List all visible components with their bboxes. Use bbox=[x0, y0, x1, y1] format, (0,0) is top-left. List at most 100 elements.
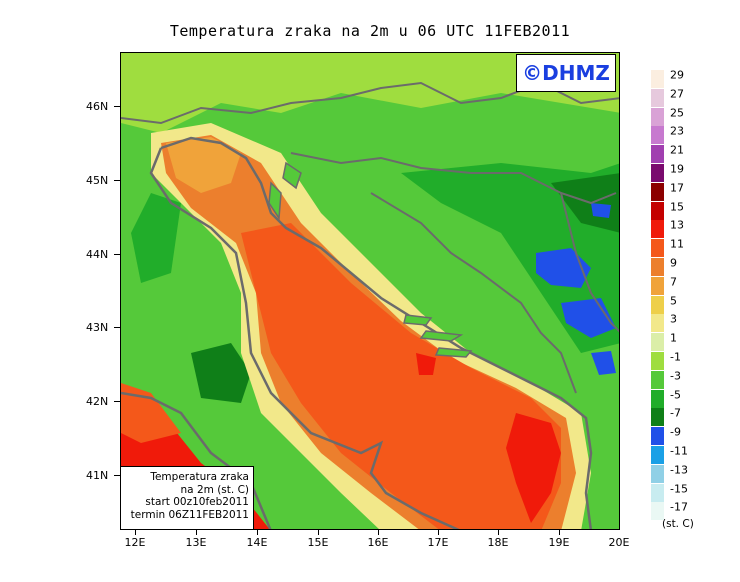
legend-swatch bbox=[651, 446, 664, 464]
lon-tick bbox=[378, 530, 379, 535]
coastline bbox=[160, 136, 593, 529]
lon-label: 18E bbox=[487, 536, 509, 549]
legend-swatch bbox=[651, 258, 664, 276]
legend-label: -13 bbox=[670, 463, 688, 477]
lon-label: 14E bbox=[246, 536, 268, 549]
info-line-1: Temperatura zraka bbox=[150, 471, 249, 483]
lon-label: 19E bbox=[548, 536, 570, 549]
lon-tick bbox=[559, 530, 560, 535]
legend-label: 27 bbox=[670, 87, 684, 101]
info-line-3: start 00z10feb2011 bbox=[145, 496, 249, 508]
legend-label: 5 bbox=[670, 294, 677, 308]
lat-tick bbox=[114, 475, 120, 476]
lon-tick bbox=[498, 530, 499, 535]
legend-label: 21 bbox=[670, 143, 684, 157]
border-croatia-bosnia bbox=[290, 152, 617, 205]
temperature-map bbox=[120, 52, 620, 530]
lat-tick bbox=[114, 254, 120, 255]
legend-label: 11 bbox=[670, 237, 684, 251]
legend-swatch bbox=[651, 70, 664, 88]
legend-swatch bbox=[651, 182, 664, 201]
legend-swatch bbox=[651, 464, 664, 483]
island-hvar bbox=[419, 330, 464, 342]
legend-label: -11 bbox=[670, 444, 688, 458]
border-east bbox=[560, 192, 619, 333]
lon-label: 15E bbox=[307, 536, 329, 549]
temperature-field bbox=[121, 53, 619, 529]
info-line-2: na 2m (st. C) bbox=[180, 483, 249, 496]
legend-label: 15 bbox=[670, 200, 684, 214]
hot-spot-south bbox=[506, 413, 561, 523]
lon-label: 13E bbox=[185, 536, 207, 549]
legend-label: 29 bbox=[670, 68, 684, 82]
hot-spot-mid bbox=[416, 353, 436, 375]
tyrrhenian-edge bbox=[121, 383, 181, 443]
legend-label: 17 bbox=[670, 181, 684, 195]
light-green-north bbox=[121, 53, 619, 133]
sea-north-light bbox=[166, 137, 241, 193]
legend-swatch bbox=[651, 126, 664, 145]
lat-label: 42N bbox=[86, 395, 109, 408]
legend-swatch bbox=[651, 295, 664, 314]
legend-label: 13 bbox=[670, 218, 684, 232]
legend-swatch bbox=[651, 201, 664, 220]
map-title: Temperatura zraka na 2m u 06 UTC 11FEB20… bbox=[169, 22, 571, 40]
dark-green-italy-2 bbox=[131, 193, 181, 283]
legend-swatch bbox=[651, 164, 664, 182]
info-box: Temperatura zraka na 2m (st. C) start 00… bbox=[120, 466, 254, 530]
legend-swatch bbox=[651, 276, 664, 295]
legend-label: 25 bbox=[670, 106, 684, 120]
lat-label: 41N bbox=[86, 469, 109, 482]
lon-label: 16E bbox=[367, 536, 389, 549]
legend-swatch bbox=[651, 427, 664, 446]
cold-patch-east-2 bbox=[561, 298, 616, 338]
island-krk bbox=[282, 161, 302, 190]
italy-coastline bbox=[149, 147, 460, 529]
island-cres bbox=[268, 181, 282, 221]
legend-swatch bbox=[651, 239, 664, 258]
legend-label: 3 bbox=[670, 312, 677, 326]
lon-tick bbox=[135, 530, 136, 535]
island-brac bbox=[403, 314, 433, 326]
legend-swatch bbox=[651, 483, 664, 502]
lat-tick bbox=[114, 180, 120, 181]
legend-swatch bbox=[651, 502, 664, 521]
legend-label: -15 bbox=[670, 482, 688, 496]
legend-label: -17 bbox=[670, 500, 688, 514]
sea-warm bbox=[241, 223, 561, 529]
legend-swatch bbox=[651, 408, 664, 427]
legend-label: -1 bbox=[670, 350, 681, 364]
legend-swatch bbox=[651, 145, 664, 164]
very-dark-green-patch bbox=[551, 173, 619, 233]
legend-label: -7 bbox=[670, 406, 681, 420]
italy-west-coast bbox=[121, 391, 272, 529]
lat-tick bbox=[114, 327, 120, 328]
lat-label: 43N bbox=[86, 321, 109, 334]
legend-swatch bbox=[651, 333, 664, 352]
legend-label: 19 bbox=[670, 162, 684, 176]
cold-patch-north bbox=[591, 203, 611, 218]
legend-label: 9 bbox=[670, 256, 677, 270]
lat-tick bbox=[114, 401, 120, 402]
legend-swatch bbox=[651, 314, 664, 333]
legend-swatch bbox=[651, 352, 664, 370]
legend-label: -5 bbox=[670, 388, 681, 402]
legend-swatch bbox=[651, 88, 664, 107]
info-line-4: termin 06Z11FEB2011 bbox=[130, 508, 249, 521]
legend-label: 1 bbox=[670, 331, 677, 345]
dhmz-logo: ©DHMZ bbox=[516, 54, 616, 92]
lon-label: 17E bbox=[427, 536, 449, 549]
lon-tick bbox=[196, 530, 197, 535]
legend-label: 7 bbox=[670, 275, 677, 289]
lon-label: 20E bbox=[608, 536, 630, 549]
lon-tick bbox=[318, 530, 319, 535]
legend-swatch bbox=[651, 370, 664, 389]
lon-label: 12E bbox=[124, 536, 146, 549]
lat-label: 46N bbox=[86, 100, 109, 113]
lon-tick bbox=[257, 530, 258, 535]
lon-tick bbox=[438, 530, 439, 535]
legend-unit: (st. C) bbox=[662, 518, 694, 530]
legend-swatch bbox=[651, 220, 664, 239]
legend-swatch bbox=[651, 107, 664, 126]
legend-label: -9 bbox=[670, 425, 681, 439]
